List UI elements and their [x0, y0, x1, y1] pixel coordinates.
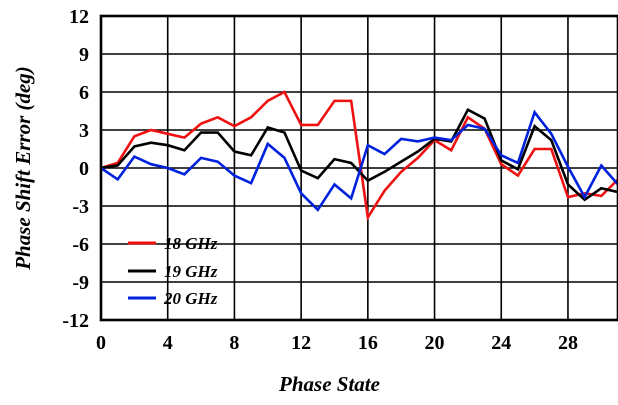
legend-label-20-ghz: 20 GHz [163, 289, 218, 308]
y-tick-label: -6 [72, 234, 89, 256]
y-axis-label: Phase Shift Error (deg) [11, 66, 35, 271]
legend-label-19-ghz: 19 GHz [164, 262, 218, 281]
x-tick-label: 24 [491, 332, 511, 354]
x-tick-label: 28 [558, 332, 578, 354]
x-tick-label: 4 [163, 332, 173, 354]
x-tick-label: 0 [96, 332, 106, 354]
x-tick-label: 20 [425, 332, 445, 354]
y-tick-label: 9 [79, 44, 89, 66]
y-tick-label: -9 [72, 272, 89, 294]
x-axis-label: Phase State [278, 372, 380, 396]
legend-label-18-ghz: 18 GHz [164, 234, 218, 253]
y-tick-label: 3 [79, 120, 89, 142]
x-tick-label: 16 [358, 332, 378, 354]
x-tick-label: 8 [229, 332, 239, 354]
plot-frame [99, 14, 618, 322]
y-tick-label: 0 [79, 158, 89, 180]
y-tick-label: -12 [62, 310, 89, 332]
y-tick-label: 12 [69, 6, 89, 28]
series-group [101, 90, 618, 222]
y-tick-label: -3 [72, 196, 89, 218]
series-line-20-ghz [101, 109, 618, 212]
series-line-18-ghz [101, 90, 618, 222]
x-tick-label: 12 [291, 332, 311, 354]
y-tick-label: 6 [79, 82, 89, 104]
